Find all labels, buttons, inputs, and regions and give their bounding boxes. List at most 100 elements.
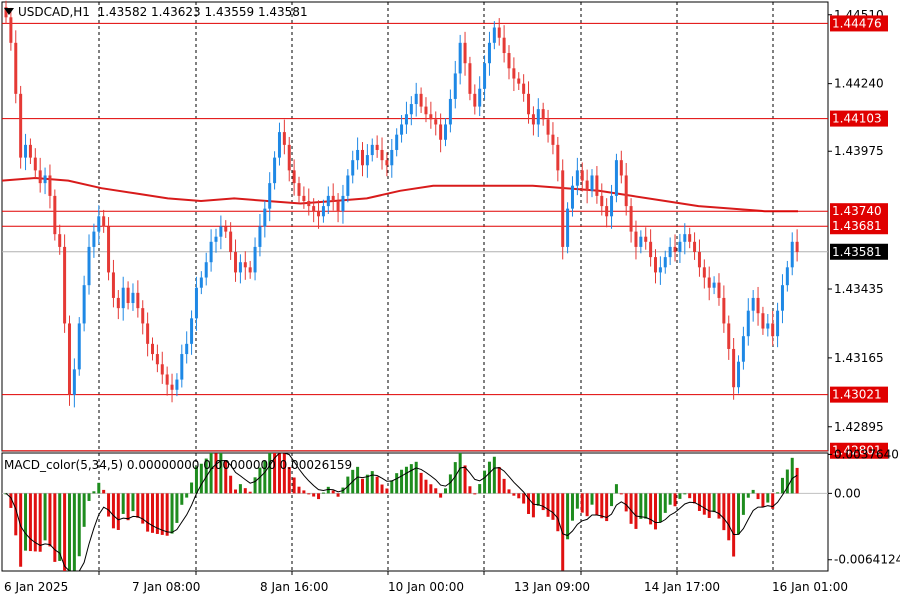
macd-histogram-bar (346, 476, 350, 494)
current-price-label: 1.43581 (832, 245, 882, 259)
chart-title: USDCAD,H1 1.43582 1.43623 1.43559 1.4358… (4, 5, 308, 19)
macd-histogram-bar (605, 493, 609, 522)
macd-histogram-bar (439, 493, 443, 498)
candle-bear (468, 63, 472, 94)
macd-value-1: 0.00000000 (126, 458, 200, 472)
macd-histogram-bar (312, 493, 316, 497)
macd-histogram-bar (175, 493, 179, 523)
price-level-tag (830, 15, 888, 32)
macd-histogram-bar (28, 493, 32, 552)
candle-bull (370, 144, 374, 156)
macd-histogram-bar (614, 484, 618, 494)
candle-bull (751, 297, 755, 311)
macd-label: MACD_color(5,34,5) (4, 458, 124, 472)
candle-bear (527, 93, 531, 115)
candle-bull (199, 277, 203, 288)
current-price-tag (830, 243, 888, 260)
candle-bear (160, 364, 164, 375)
macd-histogram-bar (102, 489, 106, 494)
macd-histogram-bar (512, 493, 516, 496)
macd-histogram-bar (326, 486, 330, 494)
candle-bull (97, 216, 101, 232)
macd-histogram-bar (268, 453, 272, 494)
macd-histogram-bar (131, 493, 135, 512)
macd-histogram-bar (639, 493, 643, 519)
symbol-label: USDCAD,H1 (18, 5, 90, 19)
candle-bear (561, 170, 565, 247)
candle-bull (351, 160, 355, 176)
candle-bear (649, 241, 653, 258)
macd-histogram-bar (248, 491, 252, 494)
macd-histogram-bar (390, 480, 394, 494)
price-level-tag (830, 442, 888, 459)
candle-bear (693, 241, 697, 253)
y-tick-label: 1.43975 (834, 144, 884, 158)
candle-bear (634, 231, 638, 247)
candle-bear (761, 313, 765, 329)
macd-histogram-bar (14, 493, 18, 536)
candle-bull (277, 132, 281, 158)
candle-bear (673, 246, 677, 253)
candle-bear (702, 267, 706, 278)
candle-bear (512, 68, 516, 79)
candle-bull (185, 343, 189, 355)
macd-histogram-bar (365, 474, 369, 494)
macd-y-tick-label: 0.00 (834, 486, 861, 500)
candle-bear (522, 83, 526, 94)
macd-histogram-bar (693, 493, 697, 504)
macd-histogram-bar (229, 475, 233, 494)
macd-histogram-bar (536, 493, 540, 506)
macd-histogram-bar (336, 493, 340, 497)
candle-bear (297, 183, 301, 196)
macd-histogram-bar (214, 453, 218, 494)
price-level-tag (830, 203, 888, 220)
price-level-tag (830, 386, 888, 403)
macd-histogram-bar (551, 493, 555, 520)
candle-bear (531, 114, 535, 125)
candle-bull (790, 241, 794, 268)
macd-histogram-bar (107, 493, 111, 517)
macd-histogram-bar (707, 493, 711, 518)
candle-bull (273, 157, 277, 184)
candle-bull (24, 144, 28, 158)
candle-bear (375, 144, 379, 150)
high-value: 1.43623 (151, 5, 201, 19)
macd-histogram-bar (43, 493, 47, 541)
macd-histogram-bar (610, 493, 614, 507)
macd-histogram-bar (185, 493, 189, 498)
macd-histogram-bar (155, 493, 159, 534)
candle-bull (610, 195, 614, 217)
candle-bear (595, 175, 599, 196)
y-tick-label: 1.44240 (834, 77, 884, 91)
candle-bear (385, 160, 389, 166)
macd-histogram-bar (517, 493, 521, 499)
macd-histogram-bar (9, 493, 13, 508)
candle-bear (234, 252, 238, 273)
candle-bear (14, 42, 18, 94)
macd-histogram-bar (483, 470, 487, 494)
macd-histogram-bar (590, 493, 594, 505)
candle-bear (170, 384, 174, 390)
candle-bull (238, 262, 242, 273)
candle-bull (219, 226, 223, 237)
candle-bull (409, 104, 413, 115)
candle-bear (28, 144, 32, 158)
candle-bear (111, 272, 115, 298)
candle-bear (473, 93, 477, 107)
candle-bear (697, 252, 701, 268)
x-tick-label: 14 Jan 17:00 (644, 580, 720, 594)
macd-histogram-bar (126, 493, 130, 521)
collapse-triangle-icon[interactable] (4, 8, 14, 15)
candle-bear (38, 170, 42, 184)
candle-bear (224, 226, 228, 232)
candle-bull (566, 208, 570, 247)
candle-bull (92, 231, 96, 247)
candle-bull (746, 310, 750, 337)
macd-histogram-bar (209, 453, 213, 494)
candle-bear (116, 297, 120, 309)
macd-histogram-bar (619, 493, 623, 495)
macd-histogram-bar (356, 466, 360, 494)
candle-bear (795, 241, 799, 253)
macd-histogram-bar (561, 493, 565, 571)
